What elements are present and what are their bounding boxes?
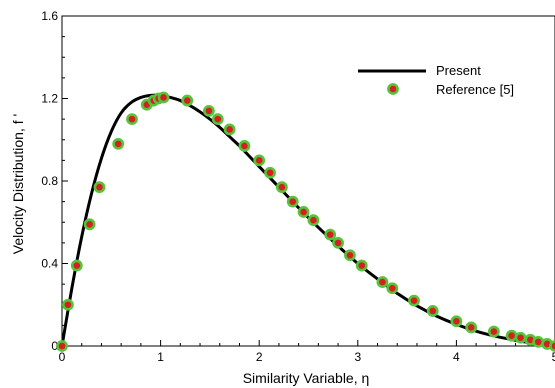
legend-label-reference: Reference [5] <box>436 82 514 97</box>
data-point-reference <box>465 321 478 334</box>
x-tick-label: 1 <box>157 350 164 364</box>
legend-marker-reference <box>387 83 399 95</box>
series-line-present <box>60 93 555 348</box>
data-point-reference <box>93 181 106 194</box>
legend: Present Reference [5] <box>358 63 514 97</box>
data-point-reference <box>386 282 399 295</box>
data-point-reference <box>514 331 527 344</box>
data-point-reference <box>324 228 337 241</box>
y-tick-label: 1.6 <box>41 9 58 23</box>
data-point-reference <box>549 340 555 352</box>
x-tick-label: 3 <box>354 350 361 364</box>
x-tick-label: 4 <box>453 350 460 364</box>
data-point-reference <box>112 137 125 150</box>
data-point-reference <box>157 91 170 104</box>
data-point-reference <box>203 104 215 117</box>
data-point-reference <box>426 305 439 317</box>
y-tick-label: 1.2 <box>41 92 58 106</box>
data-point-reference <box>126 113 138 126</box>
data-point-reference <box>70 259 83 272</box>
data-point-reference <box>487 325 500 338</box>
x-tick-label: 2 <box>256 350 263 364</box>
series-layer <box>56 91 555 352</box>
data-point-reference <box>56 340 68 352</box>
data-point-reference <box>408 294 420 307</box>
data-point-reference <box>62 298 74 311</box>
axis-ticks: 0 1 2 3 4 5 0 0.4 0.8 1.2 1.6 <box>41 9 555 364</box>
data-point-reference <box>307 214 320 227</box>
y-tick-label: 0.8 <box>41 174 58 188</box>
y-tick-label: 0 <box>51 339 58 353</box>
data-point-reference <box>223 123 236 136</box>
data-point-reference <box>238 140 251 152</box>
data-point-reference <box>181 94 194 107</box>
y-axis-label: Velocity Distribution, f ' <box>10 114 26 254</box>
x-axis-label: Similarity Variable, η <box>243 370 370 386</box>
data-point-reference <box>286 195 299 208</box>
data-point-reference <box>332 236 344 249</box>
x-tick-label: 5 <box>552 350 555 364</box>
x-tick-label: 0 <box>59 350 66 364</box>
data-point-reference <box>211 113 224 126</box>
data-point-reference <box>450 315 463 328</box>
data-point-reference <box>253 154 266 167</box>
data-point-reference <box>264 166 276 179</box>
data-point-reference <box>297 206 310 218</box>
data-point-reference <box>376 276 389 288</box>
legend-label-present: Present <box>436 63 481 78</box>
data-point-reference <box>344 249 356 262</box>
y-tick-label: 0.4 <box>41 257 58 271</box>
data-point-reference <box>355 259 368 272</box>
data-point-reference <box>275 181 288 194</box>
data-point-reference <box>83 218 96 231</box>
